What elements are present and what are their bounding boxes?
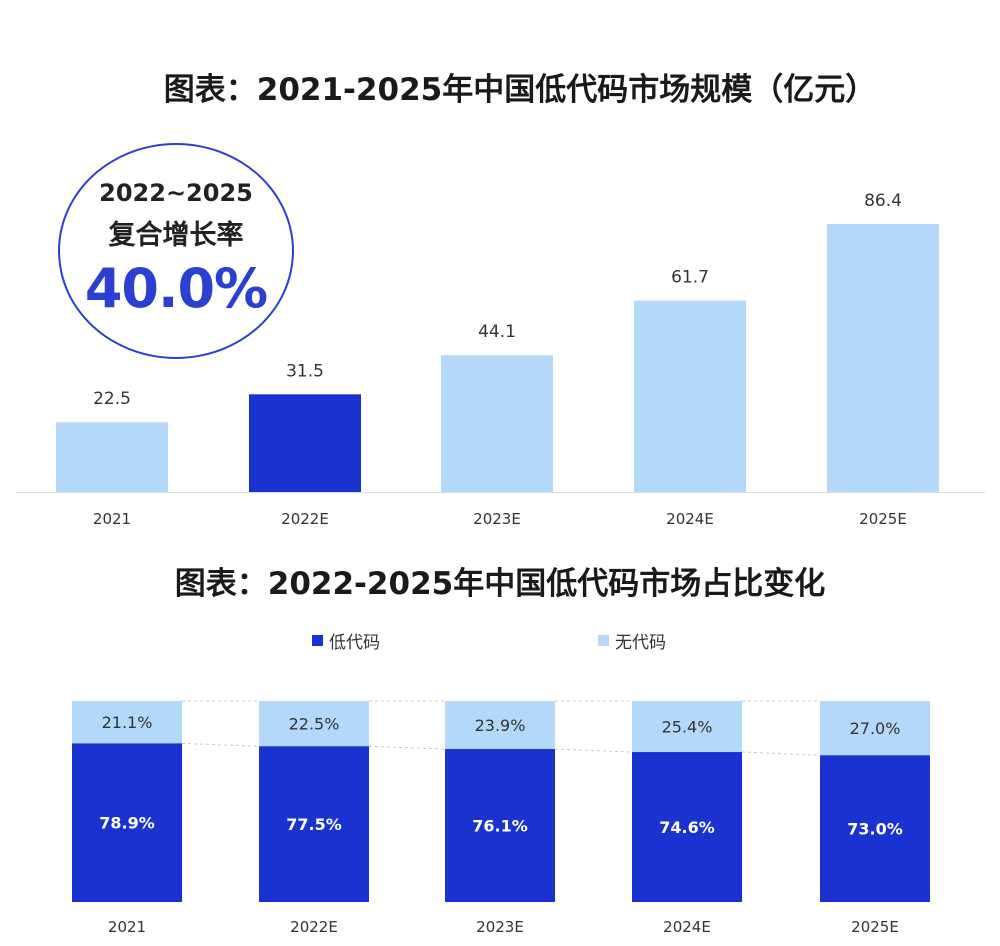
data-label-2025E: 86.4 <box>864 191 902 211</box>
data-label-low-code-2025E: 73.0% <box>847 820 903 839</box>
connector-split-2 <box>554 748 633 753</box>
tick-label-share-2024E: 2024E <box>663 918 711 936</box>
growth-label: 复合增长率 <box>108 220 244 251</box>
bar-no-code-2025E <box>820 701 930 756</box>
tick-label-share-2023E: 2023E <box>476 918 524 936</box>
share-chart-legend: 低代码 无代码 <box>0 628 1000 653</box>
data-label-no-code-2024E: 25.4% <box>662 718 713 737</box>
tick-label-share-2025E: 2025E <box>851 918 899 936</box>
bar-2021 <box>56 422 168 492</box>
bar-low-code-2021 <box>72 743 182 902</box>
legend-label-low-code: 低代码 <box>329 633 380 653</box>
bar-2022E <box>249 394 361 492</box>
data-label-2023E: 44.1 <box>478 322 516 342</box>
bar-no-code-2021 <box>72 701 182 744</box>
growth-period: 2022~2025 <box>99 179 253 207</box>
legend-item-low-code: 低代码 <box>312 628 380 653</box>
bar-no-code-2024E <box>632 701 742 753</box>
data-label-no-code-2023E: 23.9% <box>475 716 526 735</box>
data-label-2022E: 31.5 <box>286 361 324 381</box>
bar-no-code-2022E <box>259 701 369 747</box>
chart-title-market-share: 图表：2022-2025年中国低代码市场占比变化 <box>174 566 826 602</box>
growth-rate-badge: 2022~2025 复合增长率 40.0% <box>58 143 294 359</box>
data-label-2024E: 61.7 <box>671 268 709 288</box>
data-label-low-code-2021: 78.9% <box>99 814 155 833</box>
tick-label-2021: 2021 <box>93 510 131 528</box>
connector-split-3 <box>741 751 821 756</box>
tick-label-2025E: 2025E <box>859 510 907 528</box>
bar-low-code-2023E <box>445 749 555 902</box>
bar-2023E <box>441 355 553 492</box>
legend-label-no-code: 无代码 <box>615 633 666 653</box>
legend-swatch-no-code <box>598 635 609 646</box>
bar-no-code-2023E <box>445 701 555 750</box>
tick-label-2022E: 2022E <box>281 510 329 528</box>
chart-title-market-size: 图表：2021-2025年中国低代码市场规模（亿元） <box>163 72 877 108</box>
growth-value: 40.0% <box>84 257 268 320</box>
bar-low-code-2025E <box>820 755 930 902</box>
data-label-2021: 22.5 <box>93 389 131 409</box>
data-label-no-code-2025E: 27.0% <box>850 719 901 738</box>
bar-2024E <box>634 300 746 492</box>
connector-split-0 <box>181 742 260 747</box>
bar-low-code-2024E <box>632 752 742 902</box>
data-label-low-code-2023E: 76.1% <box>472 817 528 836</box>
legend-item-no-code: 无代码 <box>598 628 666 653</box>
data-label-low-code-2024E: 74.6% <box>659 818 715 837</box>
data-label-no-code-2021: 21.1% <box>102 713 153 732</box>
bar-low-code-2022E <box>259 746 369 902</box>
tick-label-share-2021: 2021 <box>108 918 146 936</box>
tick-label-2023E: 2023E <box>473 510 521 528</box>
connector-split-1 <box>368 745 446 750</box>
tick-label-share-2022E: 2022E <box>290 918 338 936</box>
bar-2025E <box>827 224 939 492</box>
tick-label-2024E: 2024E <box>666 510 714 528</box>
data-label-no-code-2022E: 22.5% <box>289 715 340 734</box>
data-label-low-code-2022E: 77.5% <box>286 815 342 834</box>
legend-swatch-low-code <box>312 635 323 646</box>
